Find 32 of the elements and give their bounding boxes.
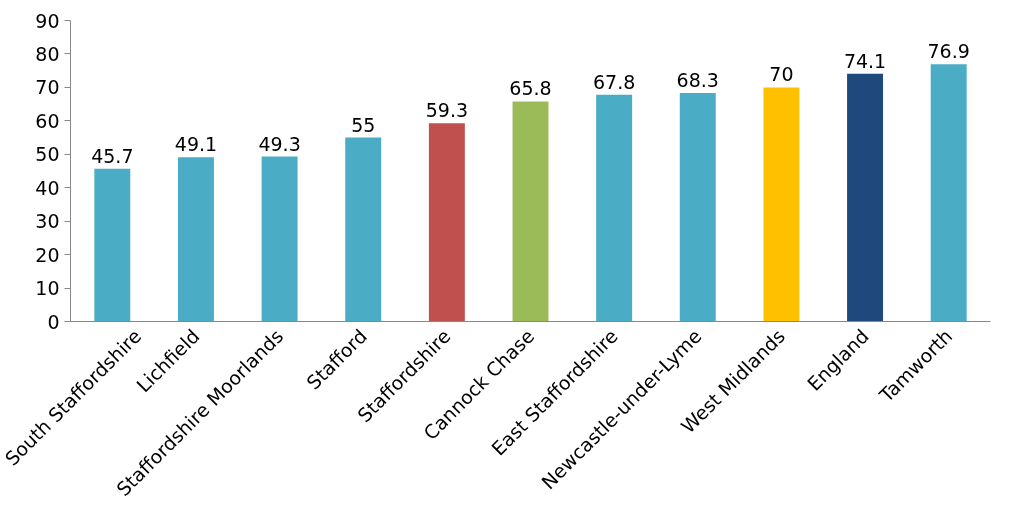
y-tick-label: 30 xyxy=(35,210,60,233)
bar xyxy=(345,137,382,322)
data-label: 49.3 xyxy=(258,132,301,155)
y-tick-label: 80 xyxy=(35,42,60,65)
data-label: 68.3 xyxy=(676,69,719,92)
data-label: 76.9 xyxy=(927,40,970,63)
data-label: 55 xyxy=(351,113,376,136)
data-label: 49.1 xyxy=(174,133,218,156)
bar xyxy=(177,157,214,322)
bar xyxy=(512,101,549,322)
y-tick-label: 20 xyxy=(35,243,60,266)
data-label: 59.3 xyxy=(425,99,469,122)
bar xyxy=(428,123,465,322)
y-tick-label: 50 xyxy=(35,143,60,166)
y-tick-label: 40 xyxy=(35,176,60,199)
y-tick-label: 0 xyxy=(47,310,60,333)
y-tick-label: 10 xyxy=(35,277,60,300)
bar xyxy=(679,93,716,322)
data-label: 74.1 xyxy=(843,49,887,72)
data-label: 65.8 xyxy=(509,77,552,100)
bar xyxy=(596,94,633,322)
bar xyxy=(763,87,800,322)
y-tick-label: 90 xyxy=(35,9,60,32)
data-label: 67.8 xyxy=(592,70,636,93)
data-label: 70 xyxy=(769,63,794,86)
bar xyxy=(261,156,298,322)
bar xyxy=(94,168,131,322)
bar xyxy=(847,73,884,322)
y-tick-label: 70 xyxy=(35,76,60,99)
y-tick-label: 60 xyxy=(35,109,60,132)
data-label: 45.7 xyxy=(91,144,134,167)
bar xyxy=(930,64,967,322)
